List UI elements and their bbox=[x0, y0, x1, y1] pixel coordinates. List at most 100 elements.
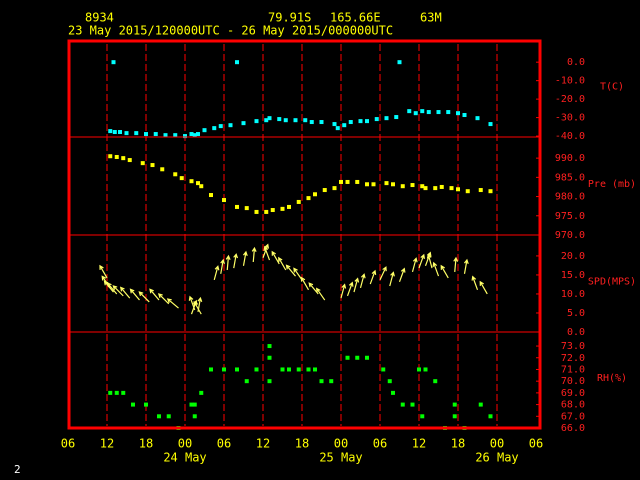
point bbox=[127, 158, 132, 163]
point bbox=[462, 113, 467, 118]
point bbox=[202, 128, 207, 133]
wind-arrow bbox=[426, 253, 433, 269]
y-tick-label: 71.0 bbox=[561, 364, 585, 375]
point bbox=[267, 355, 272, 360]
x-tick-label: 12 bbox=[100, 437, 114, 451]
y-tick-label: 20.0 bbox=[561, 251, 585, 262]
y-tick-label: 975.0 bbox=[555, 211, 585, 222]
point bbox=[433, 379, 438, 384]
point bbox=[267, 379, 272, 384]
point bbox=[254, 119, 259, 124]
point bbox=[309, 120, 314, 125]
longitude: 165.66E bbox=[330, 11, 381, 25]
point bbox=[387, 379, 392, 384]
y-tick-label: 67.0 bbox=[561, 411, 585, 422]
point bbox=[241, 121, 246, 126]
point bbox=[150, 163, 155, 168]
wind-arrow bbox=[340, 283, 347, 299]
point bbox=[121, 390, 126, 395]
wind-arrow bbox=[225, 254, 231, 271]
wind-arrow bbox=[106, 282, 118, 295]
point bbox=[121, 156, 126, 161]
point bbox=[270, 208, 275, 213]
point bbox=[199, 390, 204, 395]
y-tick-label: 0.0 bbox=[567, 57, 585, 68]
y-tick-label: 70.0 bbox=[561, 376, 585, 387]
point bbox=[108, 154, 113, 159]
station-id: 8934 bbox=[85, 11, 114, 25]
wind-arrow bbox=[353, 277, 360, 293]
point bbox=[235, 204, 239, 209]
point bbox=[319, 379, 324, 384]
y-axis-label: T(C) bbox=[600, 82, 624, 93]
point bbox=[335, 126, 340, 131]
wind-arrow bbox=[99, 264, 108, 279]
point bbox=[209, 193, 213, 198]
point bbox=[283, 118, 288, 123]
point bbox=[488, 189, 493, 194]
x-tick-label: 18 bbox=[451, 437, 465, 451]
point bbox=[209, 367, 213, 372]
x-tick-label: 06 bbox=[373, 437, 387, 451]
wind-arrow bbox=[242, 250, 248, 266]
point bbox=[342, 123, 347, 128]
point bbox=[118, 130, 122, 135]
x-tick-label: 06 bbox=[217, 437, 231, 451]
wind-arrow bbox=[213, 265, 220, 281]
point bbox=[222, 367, 226, 372]
point bbox=[417, 367, 421, 372]
point bbox=[452, 414, 457, 419]
point bbox=[306, 196, 311, 201]
y-tick-label: 69.0 bbox=[561, 388, 585, 399]
point bbox=[112, 130, 117, 135]
wind-arrow bbox=[411, 257, 418, 273]
point bbox=[124, 131, 129, 136]
y-tick-label: -10.0 bbox=[555, 76, 585, 87]
point bbox=[384, 116, 389, 121]
y-tick-label: 15.0 bbox=[561, 270, 585, 281]
wind-arrow bbox=[432, 261, 440, 277]
point bbox=[134, 131, 139, 136]
point bbox=[199, 184, 204, 189]
wind-arrow bbox=[157, 293, 170, 305]
wind-arrow bbox=[300, 276, 310, 291]
y-tick-label: 10.0 bbox=[561, 289, 585, 300]
point bbox=[111, 60, 116, 65]
point bbox=[410, 402, 415, 407]
point bbox=[391, 390, 395, 395]
point bbox=[319, 120, 324, 125]
point bbox=[488, 414, 493, 419]
point bbox=[439, 184, 444, 189]
wind-arrow bbox=[369, 269, 377, 285]
point bbox=[488, 122, 493, 127]
point bbox=[446, 110, 451, 115]
wind-arrow bbox=[263, 245, 271, 261]
wind-arrow bbox=[285, 264, 296, 277]
point bbox=[329, 379, 334, 384]
point bbox=[144, 402, 148, 407]
wind-arrow bbox=[379, 266, 387, 281]
point bbox=[108, 129, 113, 134]
point bbox=[475, 116, 480, 121]
point bbox=[420, 109, 425, 114]
x-tick-label: 00 bbox=[490, 437, 504, 451]
point bbox=[296, 199, 301, 204]
day-label: 24 May bbox=[163, 451, 206, 465]
point bbox=[365, 182, 369, 187]
y-tick-label: 68.0 bbox=[561, 400, 585, 411]
point bbox=[153, 132, 158, 137]
point bbox=[365, 355, 369, 360]
point bbox=[449, 186, 454, 191]
point bbox=[456, 111, 460, 116]
latitude: 79.91S bbox=[268, 11, 311, 25]
point bbox=[371, 182, 376, 187]
point bbox=[400, 184, 405, 189]
point bbox=[400, 402, 405, 407]
point bbox=[413, 111, 418, 116]
wind-arrow bbox=[138, 291, 150, 303]
y-tick-label: 970.0 bbox=[555, 230, 585, 241]
period: 23 May 2015/120000UTC - 26 May 2015/0000… bbox=[68, 24, 393, 38]
point bbox=[114, 154, 119, 159]
y-tick-label: 990.0 bbox=[555, 153, 585, 164]
